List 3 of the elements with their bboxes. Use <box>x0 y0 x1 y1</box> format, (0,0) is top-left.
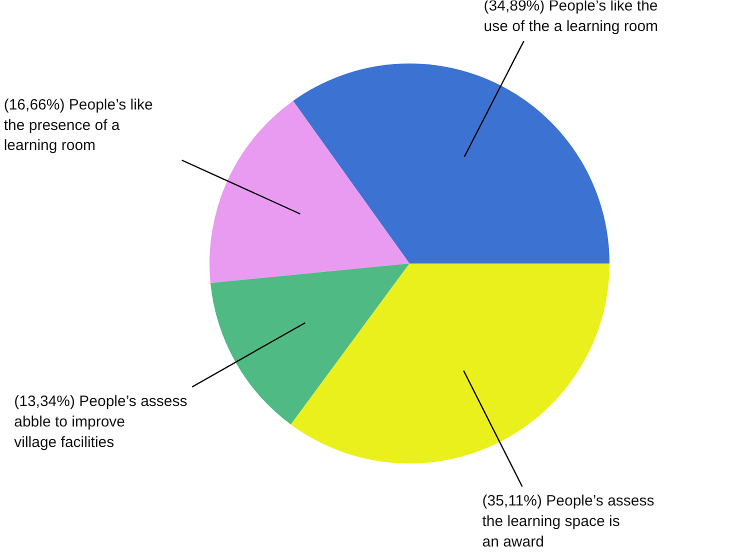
slice-label: (35,11%) People’s assess the learning space is an award <box>482 492 654 550</box>
slice-label: (13,34%) People’s assess abble to improve village facilities <box>14 392 188 451</box>
slice-label: (16,66%) People’s like the presence of a learning room <box>4 96 153 154</box>
